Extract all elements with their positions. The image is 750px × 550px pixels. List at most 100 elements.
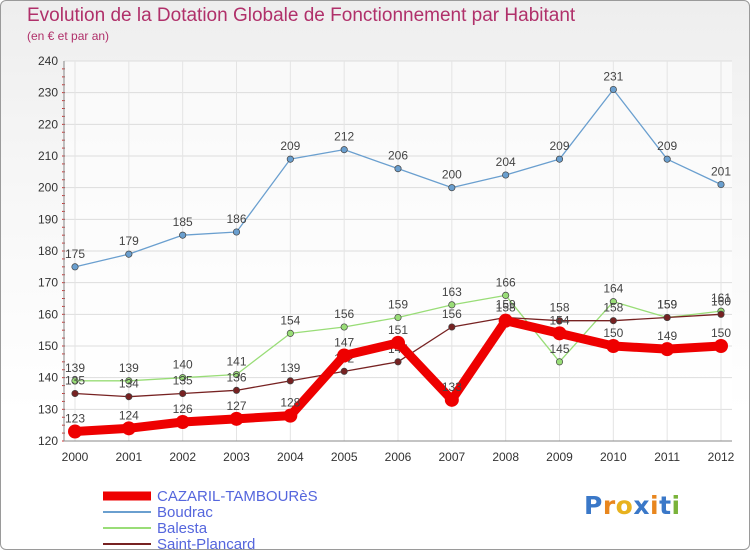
data-label: 179 xyxy=(119,234,139,248)
legend-label: Balesta xyxy=(157,520,208,537)
data-label: 209 xyxy=(549,139,569,153)
y-tick-label: 180 xyxy=(38,244,58,258)
y-tick-label: 140 xyxy=(38,371,58,385)
x-tick-label: 2012 xyxy=(708,450,735,464)
data-label: 158 xyxy=(496,301,516,315)
data-label: 209 xyxy=(280,139,300,153)
chart-title: Evolution de la Dotation Globale de Fonc… xyxy=(27,5,576,26)
data-point xyxy=(502,291,510,299)
data-label: 126 xyxy=(173,402,193,416)
data-label: 151 xyxy=(388,323,408,337)
y-tick-label: 130 xyxy=(38,402,58,416)
data-point xyxy=(502,171,510,179)
data-label: 159 xyxy=(657,298,677,312)
series-boudrac: 175 179 185 186 209 212 206 200 204 209 231 209 201 xyxy=(65,70,731,271)
data-point xyxy=(448,301,456,309)
logo-letter: x xyxy=(633,491,650,520)
data-point xyxy=(340,323,348,331)
x-tick-label: 2008 xyxy=(492,450,519,464)
data-label: 175 xyxy=(65,247,85,261)
legend-label: Boudrac xyxy=(157,504,213,521)
data-label: 160 xyxy=(711,294,731,308)
series-balesta: 139 139 140 141 154 156 159 163 166 145 164 159 161 xyxy=(65,275,731,385)
data-point xyxy=(555,155,564,163)
data-label: 156 xyxy=(442,307,462,321)
legend-label: CAZARIL-TAMBOURèS xyxy=(157,488,318,505)
data-point xyxy=(448,184,456,192)
chart-subtitle: (en € et par an) xyxy=(27,29,110,43)
data-point xyxy=(498,313,513,328)
data-label: 231 xyxy=(603,70,623,84)
data-point xyxy=(340,146,348,154)
data-label: 134 xyxy=(119,377,139,391)
data-label: 123 xyxy=(65,412,85,426)
data-point xyxy=(448,323,456,331)
data-label: 150 xyxy=(603,326,623,340)
y-tick-label: 170 xyxy=(38,276,58,290)
data-label: 185 xyxy=(173,215,193,229)
y-tick-label: 190 xyxy=(38,212,58,226)
data-label: 204 xyxy=(496,155,516,169)
data-label: 150 xyxy=(711,326,731,340)
data-point xyxy=(179,389,187,398)
data-point xyxy=(606,339,621,353)
x-tick-label: 2009 xyxy=(546,450,573,464)
data-point xyxy=(121,421,136,436)
data-point xyxy=(232,386,241,394)
x-tick-label: 2005 xyxy=(331,450,358,464)
data-point xyxy=(609,298,617,306)
x-tick-label: 2011 xyxy=(654,450,680,464)
legend-label: Saint-Plancard xyxy=(157,536,255,549)
y-tick-label: 160 xyxy=(38,307,58,321)
x-tick-label: 2001 xyxy=(115,450,142,464)
data-point xyxy=(394,165,402,173)
series-saint-plancard: 135134135136139142145156159158158159160 xyxy=(65,294,731,401)
y-tick-label: 230 xyxy=(38,86,58,100)
data-label: 133 xyxy=(442,380,462,394)
data-label: 212 xyxy=(334,130,354,144)
data-point xyxy=(609,85,617,94)
data-point xyxy=(609,317,617,325)
logo-letter: P xyxy=(584,491,603,520)
data-point xyxy=(68,424,82,439)
data-label: 159 xyxy=(496,298,516,312)
data-label: 161 xyxy=(711,291,731,305)
data-point xyxy=(71,389,79,398)
x-tick-label: 2007 xyxy=(438,450,465,464)
data-point xyxy=(394,358,402,366)
data-point xyxy=(175,415,190,429)
data-point xyxy=(286,377,294,385)
data-label: 186 xyxy=(226,212,246,226)
data-label: 139 xyxy=(280,361,300,375)
data-point xyxy=(179,374,187,382)
data-point xyxy=(179,231,187,239)
x-tick-label: 2003 xyxy=(223,450,250,464)
data-label: 139 xyxy=(65,361,85,375)
y-tick-label: 150 xyxy=(38,339,58,353)
data-label: 135 xyxy=(173,374,193,388)
data-point xyxy=(125,393,133,401)
data-point xyxy=(229,411,244,426)
data-point xyxy=(337,348,352,363)
data-label: 164 xyxy=(603,282,623,296)
data-label: 209 xyxy=(657,139,677,153)
data-label: 206 xyxy=(388,149,408,163)
data-label: 158 xyxy=(549,301,569,315)
data-label: 200 xyxy=(442,168,462,182)
x-tick-label: 2010 xyxy=(600,450,627,464)
data-label: 124 xyxy=(119,408,139,422)
data-label: 147 xyxy=(334,336,354,350)
data-point xyxy=(444,392,459,407)
data-point xyxy=(283,408,298,423)
y-tick-label: 200 xyxy=(38,181,58,195)
data-point xyxy=(394,313,402,322)
data-point xyxy=(125,377,133,385)
proxiti-logo: Proxiti xyxy=(584,491,681,520)
data-label: 159 xyxy=(388,298,408,312)
data-label: 128 xyxy=(280,396,300,410)
y-tick-label: 210 xyxy=(38,149,58,163)
x-tick-label: 2000 xyxy=(62,450,89,464)
data-label: 135 xyxy=(65,374,85,388)
data-label: 140 xyxy=(173,358,193,372)
